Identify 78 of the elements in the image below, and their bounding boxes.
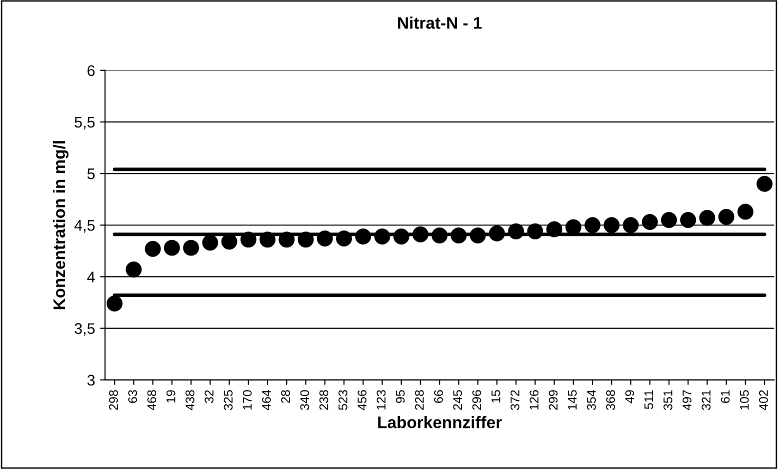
point xyxy=(278,232,295,248)
x-tick-label: 245 xyxy=(453,390,462,410)
point xyxy=(374,228,390,244)
x-tick-label: 296 xyxy=(472,390,482,410)
x-tick-label: 402 xyxy=(759,390,768,410)
point xyxy=(737,204,754,220)
x-tick-label: 170 xyxy=(242,390,252,410)
x-tick-label: 228 xyxy=(414,390,424,410)
x-tick-label: 32 xyxy=(204,390,214,404)
point xyxy=(412,226,428,242)
x-tick-label: 95 xyxy=(396,390,405,403)
x-tick-label: 468 xyxy=(147,390,156,410)
x-tick-label: 145 xyxy=(568,390,577,410)
point xyxy=(660,212,677,228)
y-tick-label: 3,5 xyxy=(74,323,95,336)
x-tick-label: 126 xyxy=(530,390,539,410)
point xyxy=(546,221,562,238)
point xyxy=(756,176,773,192)
point xyxy=(183,240,200,256)
x-tick-label: 66 xyxy=(434,390,443,403)
x-tick-label: 123 xyxy=(376,390,386,410)
point xyxy=(393,228,410,244)
y-tick-label: 3 xyxy=(87,374,95,386)
point xyxy=(527,223,544,240)
point xyxy=(336,230,352,247)
x-tick-label: 351 xyxy=(663,390,672,410)
point xyxy=(144,240,161,257)
point xyxy=(642,214,658,230)
point xyxy=(202,234,218,251)
x-tick-label: 321 xyxy=(702,390,711,410)
y-tick-label: 6 xyxy=(88,65,95,76)
x-axis-title: Laborkennziffer xyxy=(378,416,502,428)
point xyxy=(584,217,600,234)
x-tick-label: 368 xyxy=(606,390,615,410)
x-tick-label: 456 xyxy=(358,390,366,410)
x-tick-label: 298 xyxy=(109,390,118,410)
point xyxy=(355,228,372,244)
point xyxy=(432,227,448,244)
point xyxy=(260,232,276,248)
x-tick-label: 511 xyxy=(644,390,654,410)
x-tick-label: 19 xyxy=(166,390,176,403)
point xyxy=(450,227,467,244)
point xyxy=(699,210,716,226)
x-tick-label: 354 xyxy=(587,390,596,410)
y-tick-label: 5,5 xyxy=(74,116,95,130)
y-axis-title: Konzentration in mg/l xyxy=(52,141,69,310)
point xyxy=(164,240,180,256)
point xyxy=(298,232,314,248)
point xyxy=(718,208,734,225)
x-tick-label: 105 xyxy=(740,390,749,410)
point xyxy=(470,227,486,244)
x-tick-label: 438 xyxy=(186,390,194,410)
x-tick-label: 238 xyxy=(319,390,328,410)
chart-title: Nitrat-N - 1 xyxy=(398,16,482,29)
x-tick-label: 299 xyxy=(548,390,558,410)
point xyxy=(488,225,505,242)
y-tick-label: 5 xyxy=(87,168,95,180)
point xyxy=(126,262,142,278)
point xyxy=(240,232,256,248)
x-tick-label: 523 xyxy=(338,390,348,410)
x-tick-label: 372 xyxy=(510,390,520,410)
x-tick-label: 61 xyxy=(720,390,730,403)
point xyxy=(604,217,620,234)
point xyxy=(622,217,639,234)
y-tick-label: 4,5 xyxy=(74,220,95,233)
x-tick-label: 497 xyxy=(682,390,692,410)
point xyxy=(106,296,123,312)
point xyxy=(508,223,524,240)
y-tick-label: 4 xyxy=(87,272,95,282)
x-tick-label: 15 xyxy=(492,390,500,403)
x-tick-label: 28 xyxy=(281,390,290,403)
x-tick-label: 325 xyxy=(224,390,233,410)
x-tick-label: 49 xyxy=(625,390,634,404)
x-tick-label: 464 xyxy=(262,390,271,410)
x-tick-label: 340 xyxy=(300,390,310,410)
x-tick-label: 63 xyxy=(128,390,138,403)
point xyxy=(316,230,333,247)
point xyxy=(680,212,696,228)
